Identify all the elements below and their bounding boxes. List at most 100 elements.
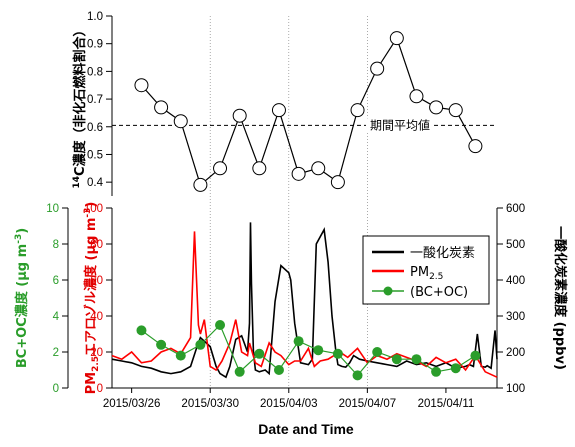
c14-point-1 bbox=[154, 100, 169, 115]
c14-point-11 bbox=[350, 103, 365, 118]
bcoc-point-17 bbox=[470, 350, 481, 361]
top-yticks: 0.4 0.5 0.6 0.7 0.8 0.9 1.0 bbox=[87, 11, 112, 189]
c14-point-3 bbox=[193, 177, 208, 192]
outer-ytick-label-4: 8 bbox=[53, 239, 59, 251]
bcoc-point-9 bbox=[313, 345, 324, 356]
bcoc-point-4 bbox=[215, 320, 226, 330]
bcoc-point-8 bbox=[293, 336, 304, 347]
c14-line bbox=[141, 36, 476, 186]
inner-ytick-label-1: 20 bbox=[90, 347, 103, 359]
period-average-label: 期間平均値 bbox=[370, 117, 430, 132]
period-average-label-bg bbox=[366, 118, 432, 133]
c14-point-6 bbox=[252, 161, 267, 176]
bcoc-point-5 bbox=[234, 366, 245, 377]
legend-label-bcoc: (BC+OC) bbox=[410, 285, 468, 300]
outer-left-ylabel: BC+OC濃度 (μg m-3) bbox=[14, 228, 30, 368]
c14-point-9 bbox=[311, 161, 326, 176]
vertical-gridlines bbox=[209, 16, 368, 388]
inner-ytick-label-3: 60 bbox=[90, 275, 103, 287]
bcoc-point-3 bbox=[195, 339, 206, 350]
top-ytick-label-3: 0.7 bbox=[87, 94, 103, 106]
bcoc-point-16 bbox=[450, 363, 461, 374]
right-ytick-label-1: 200 bbox=[506, 347, 525, 359]
c14-point-13 bbox=[389, 31, 404, 46]
top-ytick-label-0: 0.4 bbox=[87, 177, 104, 189]
x-ticks: 2015/03/26 2015/03/30 2015/04/03 2015/04/07… bbox=[103, 388, 474, 410]
top-ytick-label-1: 0.5 bbox=[87, 149, 103, 161]
top-ytick-label-2: 0.6 bbox=[87, 122, 103, 134]
right-ytick-label-5: 600 bbox=[506, 203, 525, 215]
outer-ytick-label-1: 2 bbox=[53, 347, 59, 359]
outer-ylabel-end: ) bbox=[15, 228, 30, 234]
top-ytick-label-6: 1.0 bbox=[87, 11, 103, 23]
bcoc-point-2 bbox=[175, 350, 186, 361]
bcoc-point-13 bbox=[391, 354, 402, 365]
right-ytick-label-4: 500 bbox=[506, 239, 525, 251]
x-axis-title: Date and Time bbox=[258, 421, 354, 437]
inner-ylabel-pre: PM bbox=[84, 372, 99, 394]
outer-ytick-label-0: 0 bbox=[53, 383, 59, 395]
c14-series bbox=[134, 31, 483, 192]
bcoc-point-6 bbox=[254, 348, 265, 359]
bcoc-point-15 bbox=[431, 366, 442, 377]
top-ylabel-main: C濃度（非化石燃料割合） bbox=[72, 23, 88, 176]
c14-point-7 bbox=[271, 103, 286, 118]
bcoc-series bbox=[136, 320, 481, 381]
top-ylabel: 14C濃度（非化石燃料割合） bbox=[72, 23, 88, 188]
top-ytick-label-5: 0.9 bbox=[87, 39, 103, 51]
c14-point-16 bbox=[448, 103, 463, 118]
inner-ylabel-main: エアロゾル濃度 (μg m bbox=[83, 218, 99, 356]
right-ytick-label-2: 300 bbox=[506, 311, 525, 323]
legend-label-pm25: PM2.5 bbox=[410, 265, 443, 282]
inner-ylabel-end: ) bbox=[84, 202, 99, 208]
right-ytick-label-0: 100 bbox=[506, 383, 525, 395]
x-tick-label-1: 2015/03/30 bbox=[181, 398, 239, 410]
c14-point-12 bbox=[370, 61, 385, 76]
c14-point-10 bbox=[330, 175, 345, 190]
inner-ytick-label-0: 0 bbox=[97, 383, 103, 395]
c14-point-8 bbox=[291, 166, 306, 181]
inner-ylabel-sub: 2.5 bbox=[91, 356, 101, 372]
c14-point-17 bbox=[468, 139, 483, 154]
bcoc-point-14 bbox=[411, 354, 422, 365]
legend-label-co: 一酸化炭素 bbox=[410, 246, 475, 261]
legend-marker-bcoc bbox=[383, 286, 393, 296]
top-ylabel-superscript: 14 bbox=[72, 176, 82, 189]
bcoc-point-1 bbox=[156, 339, 167, 350]
bcoc-point-7 bbox=[273, 365, 284, 375]
inner-left-ylabel: PM2.5エアロゾル濃度 (μg m-3) bbox=[83, 202, 101, 395]
inner-ylabel-sup: -3 bbox=[83, 208, 93, 218]
inner-ytick-label-5: 100 bbox=[84, 203, 103, 215]
c14-point-5 bbox=[232, 108, 247, 123]
legend-pm-sub: 2.5 bbox=[429, 272, 443, 282]
outer-ylabel-main: BC+OC濃度 (μg m bbox=[14, 244, 30, 368]
x-tick-label-3: 2015/04/07 bbox=[339, 398, 397, 410]
bcoc-point-12 bbox=[372, 347, 383, 357]
c14-point-15 bbox=[429, 100, 444, 115]
inner-ytick-label-2: 40 bbox=[90, 311, 103, 323]
outer-ylabel-sup: -3 bbox=[14, 234, 24, 244]
outer-ytick-label-2: 4 bbox=[53, 311, 60, 323]
top-panel: 0.4 0.5 0.6 0.7 0.8 0.9 1.0 期間平均値 14C濃度（非化石燃料割… bbox=[72, 11, 497, 196]
right-ytick-label-3: 400 bbox=[506, 275, 525, 287]
legend: 一酸化炭素 PM2.5 (BC+OC) bbox=[362, 235, 490, 305]
outer-ytick-label-5: 10 bbox=[46, 203, 59, 215]
x-tick-label-4: 2015/04/11 bbox=[418, 398, 475, 410]
top-ytick-label-4: 0.8 bbox=[87, 66, 103, 78]
bcoc-point-11 bbox=[352, 370, 363, 381]
inner-ytick-label-4: 80 bbox=[90, 239, 103, 251]
x-tick-label-2: 2015/04/03 bbox=[260, 398, 318, 410]
c14-point-14 bbox=[409, 89, 424, 104]
bcoc-point-0 bbox=[136, 325, 147, 336]
outer-ytick-label-3: 6 bbox=[53, 275, 59, 287]
c14-point-0 bbox=[134, 78, 149, 93]
legend-pm-main: PM bbox=[410, 265, 429, 280]
x-tick-label-0: 2015/03/26 bbox=[103, 398, 161, 410]
bcoc-point-10 bbox=[332, 348, 343, 359]
c14-point-2 bbox=[173, 114, 188, 129]
c14-point-4 bbox=[213, 161, 228, 176]
right-ylabel: 一酸化炭素濃度 (ppbv) bbox=[552, 226, 568, 370]
